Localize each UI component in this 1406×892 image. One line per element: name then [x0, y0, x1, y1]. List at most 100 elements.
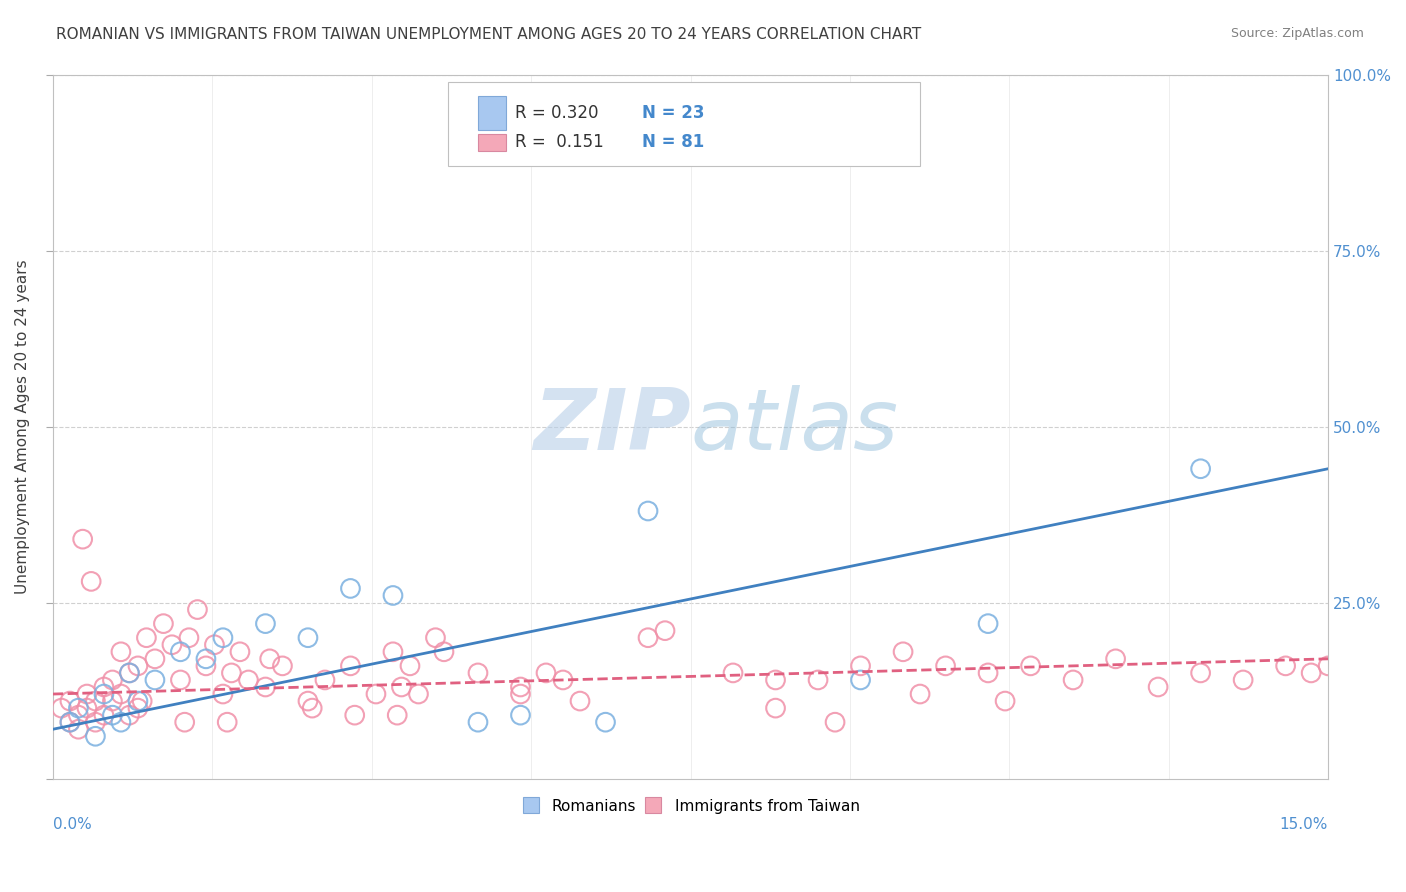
- Point: [433, 645, 456, 659]
- Point: [80, 574, 103, 589]
- Point: [127, 658, 149, 673]
- Point: [169, 673, 191, 687]
- Point: [238, 673, 260, 687]
- Point: [391, 680, 413, 694]
- Point: [212, 631, 235, 645]
- Point: [76, 701, 98, 715]
- Point: [534, 665, 557, 680]
- Point: [637, 504, 659, 518]
- Point: [110, 645, 132, 659]
- Point: [152, 616, 174, 631]
- Point: [467, 665, 489, 680]
- Point: [1274, 658, 1296, 673]
- Point: [84, 694, 107, 708]
- Text: Source: ZipAtlas.com: Source: ZipAtlas.com: [1230, 27, 1364, 40]
- Point: [143, 673, 166, 687]
- Point: [637, 631, 659, 645]
- Point: [93, 687, 115, 701]
- Point: [765, 673, 787, 687]
- Text: N = 23: N = 23: [643, 104, 704, 122]
- Point: [217, 715, 239, 730]
- Point: [59, 715, 82, 730]
- Point: [194, 652, 217, 666]
- Point: [110, 687, 132, 701]
- Point: [67, 723, 90, 737]
- Point: [76, 687, 98, 701]
- Point: [301, 701, 323, 715]
- Point: [1104, 652, 1126, 666]
- Point: [994, 694, 1017, 708]
- Point: [254, 680, 277, 694]
- Point: [824, 715, 846, 730]
- Point: [160, 638, 183, 652]
- Point: [1317, 658, 1340, 673]
- Text: 0.0%: 0.0%: [53, 817, 91, 832]
- Text: N = 81: N = 81: [643, 133, 704, 151]
- Point: [339, 582, 361, 596]
- Point: [849, 658, 872, 673]
- Point: [118, 665, 141, 680]
- Point: [891, 645, 914, 659]
- Point: [1232, 673, 1254, 687]
- Point: [169, 645, 191, 659]
- Point: [59, 694, 82, 708]
- Legend: Romanians, Immigrants from Taiwan: Romanians, Immigrants from Taiwan: [515, 792, 866, 820]
- Point: [408, 687, 430, 701]
- Point: [143, 652, 166, 666]
- Point: [297, 694, 319, 708]
- Point: [221, 665, 243, 680]
- Point: [1301, 665, 1323, 680]
- Point: [509, 687, 531, 701]
- Point: [551, 673, 574, 687]
- Point: [977, 616, 1000, 631]
- Point: [509, 680, 531, 694]
- Point: [59, 715, 82, 730]
- Bar: [478, 134, 506, 151]
- Point: [1147, 680, 1170, 694]
- Point: [194, 658, 217, 673]
- Y-axis label: Unemployment Among Ages 20 to 24 years: Unemployment Among Ages 20 to 24 years: [15, 260, 30, 594]
- Point: [381, 589, 404, 603]
- Point: [127, 701, 149, 715]
- Text: R =  0.151: R = 0.151: [515, 133, 603, 151]
- Point: [381, 645, 404, 659]
- Point: [977, 665, 1000, 680]
- Point: [84, 715, 107, 730]
- Point: [509, 708, 531, 723]
- Text: R = 0.320: R = 0.320: [515, 104, 598, 122]
- Point: [849, 673, 872, 687]
- Text: atlas: atlas: [690, 385, 898, 468]
- Point: [67, 701, 90, 715]
- Point: [654, 624, 676, 638]
- FancyBboxPatch shape: [449, 81, 920, 166]
- Point: [72, 532, 94, 546]
- Point: [254, 616, 277, 631]
- Point: [51, 701, 73, 715]
- Point: [297, 631, 319, 645]
- Point: [1189, 462, 1212, 476]
- Point: [364, 687, 387, 701]
- Point: [467, 715, 489, 730]
- Point: [84, 729, 107, 743]
- Point: [387, 708, 409, 723]
- Point: [101, 708, 124, 723]
- Point: [807, 673, 830, 687]
- Text: ROMANIAN VS IMMIGRANTS FROM TAIWAN UNEMPLOYMENT AMONG AGES 20 TO 24 YEARS CORREL: ROMANIAN VS IMMIGRANTS FROM TAIWAN UNEMP…: [56, 27, 921, 42]
- Point: [1189, 665, 1212, 680]
- Point: [212, 687, 235, 701]
- Text: ZIP: ZIP: [533, 385, 690, 468]
- Point: [425, 631, 447, 645]
- Point: [399, 658, 422, 673]
- Point: [127, 694, 149, 708]
- Point: [339, 658, 361, 673]
- Point: [93, 680, 115, 694]
- Point: [595, 715, 617, 730]
- Point: [343, 708, 366, 723]
- Point: [173, 715, 195, 730]
- Point: [721, 665, 744, 680]
- Point: [908, 687, 931, 701]
- Point: [259, 652, 281, 666]
- Point: [67, 708, 90, 723]
- Point: [186, 602, 208, 616]
- Point: [271, 658, 294, 673]
